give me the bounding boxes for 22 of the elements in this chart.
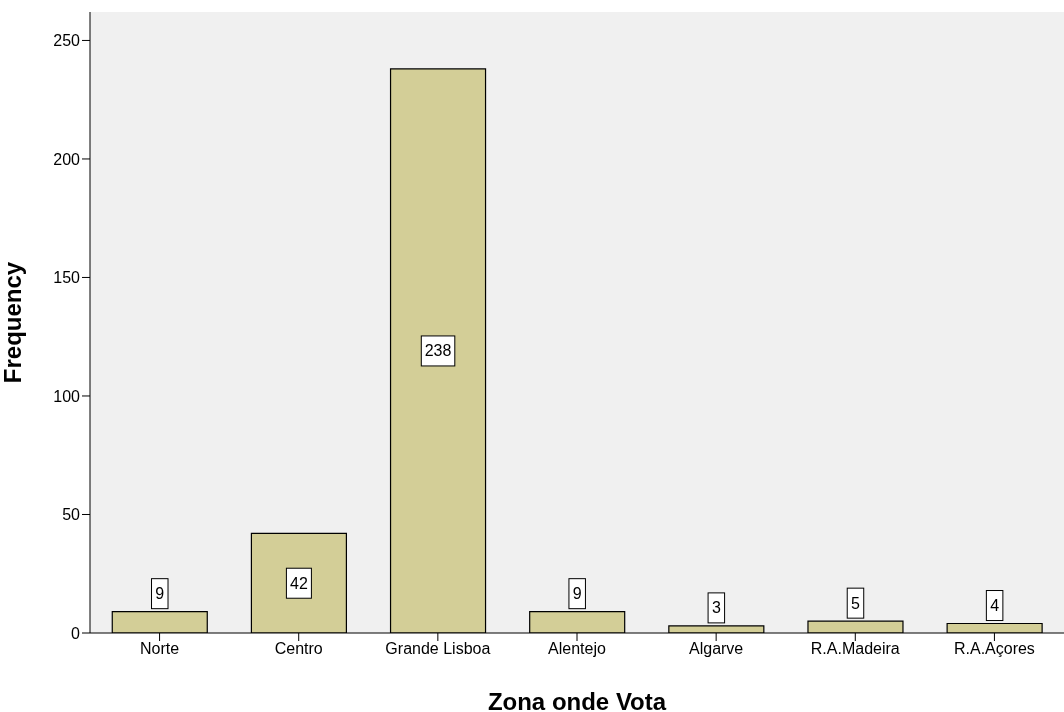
data-label: 42 [290,574,308,592]
data-label: 3 [711,599,721,617]
x-tick-label: Norte [140,640,180,658]
data-label: 4 [990,597,1000,615]
x-tick-label: R.A.Madeira [810,640,900,658]
y-tick-label: 0 [71,624,81,642]
y-tick-label: 200 [53,150,81,168]
x-axis-title: Zona onde Vota [487,688,667,712]
data-label: 9 [572,585,582,603]
y-tick-label: 50 [62,506,81,524]
y-tick-label: 250 [53,32,81,50]
y-tick-label: 150 [53,269,81,287]
data-label: 5 [851,594,861,612]
x-tick-label: Centro [274,640,323,658]
data-label: 238 [424,342,452,360]
y-tick-label: 100 [53,387,81,405]
data-label: 9 [155,585,165,603]
x-tick-label: Algarve [689,640,744,658]
x-tick-label: Grande Lisboa [385,640,491,658]
y-axis-title: Frequency [0,261,26,384]
x-tick-label: R.A.Açores [953,640,1035,658]
x-tick-label: Alentejo [548,640,607,658]
